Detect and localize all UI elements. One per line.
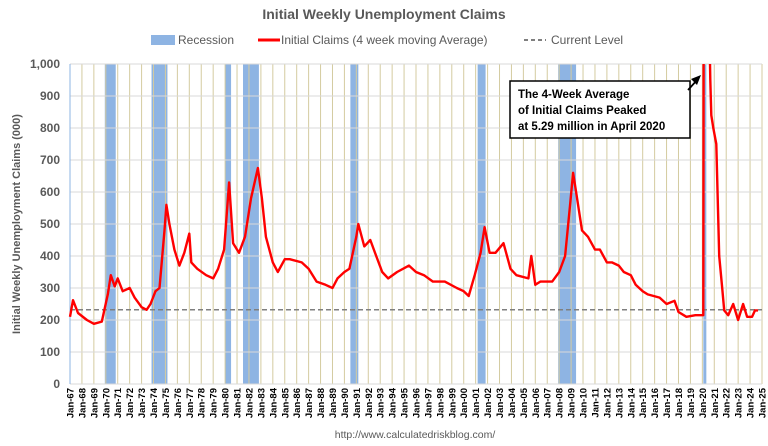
x-tick-label: Jan-79: [209, 388, 220, 418]
x-tick-label: Jan-86: [292, 388, 303, 418]
y-tick-label: 400: [40, 249, 60, 263]
x-tick-label: Jan-91: [352, 387, 363, 418]
x-tick-label: Jan-74: [149, 387, 160, 418]
x-tick-label: Jan-03: [495, 388, 506, 418]
annotation-line-3: at 5.29 million in April 2020: [518, 121, 665, 133]
x-tick-label: Jan-24: [746, 387, 757, 418]
x-tick-label: Jan-00: [459, 388, 470, 418]
x-tick-label: Jan-02: [483, 388, 494, 418]
y-tick-label: 0: [53, 377, 60, 391]
x-tick-label: Jan-89: [328, 388, 339, 418]
x-tick-label: Jan-94: [388, 387, 399, 418]
y-tick-label: 1,000: [30, 57, 60, 71]
x-tick-label: Jan-76: [173, 388, 184, 418]
x-tick-label: Jan-06: [531, 388, 542, 418]
x-tick-label: Jan-85: [280, 387, 291, 418]
source-url: http://www.calculatedriskblog.com/: [335, 429, 496, 441]
x-tick-label: Jan-08: [555, 388, 566, 418]
x-tick-label: Jan-19: [686, 388, 697, 418]
x-tick-label: Jan-77: [185, 388, 196, 418]
legend-recession-label: Recession: [178, 33, 234, 47]
annotation: The 4-Week Average of Initial Claims Pea…: [510, 75, 701, 138]
x-tick-label: Jan-81: [233, 387, 244, 418]
x-tick-label: Jan-84: [268, 387, 279, 418]
x-tick-label: Jan-67: [66, 388, 77, 418]
y-tick-label: 500: [40, 217, 60, 231]
y-tick-label: 200: [40, 313, 60, 327]
x-tick-label: Jan-71: [113, 387, 124, 418]
annotation-line-2: of Initial Claims Peaked: [518, 105, 646, 117]
x-tick-label: Jan-01: [471, 387, 482, 418]
x-tick-label: Jan-21: [710, 387, 721, 418]
annotation-arrowhead: [691, 75, 701, 85]
x-tick-label: Jan-88: [316, 388, 327, 418]
x-tick-label: Jan-15: [638, 387, 649, 418]
chart-title: Initial Weekly Unemployment Claims: [262, 6, 505, 22]
x-tick-label: Jan-17: [662, 388, 673, 418]
y-tick-label: 700: [40, 153, 60, 167]
x-tick-label: Jan-16: [650, 388, 661, 418]
x-tick-label: Jan-72: [125, 388, 136, 418]
y-tick-label: 600: [40, 185, 60, 199]
x-tick-label: Jan-95: [400, 387, 411, 418]
x-tick-label: Jan-96: [412, 388, 423, 418]
x-tick-label: Jan-68: [77, 388, 88, 418]
x-tick-label: Jan-14: [626, 387, 637, 418]
x-tick-label: Jan-11: [590, 387, 601, 417]
x-tick-label: Jan-90: [340, 388, 351, 418]
legend-claims-label: Initial Claims (4 week moving Average): [281, 33, 488, 47]
x-tick-label: Jan-22: [722, 388, 733, 418]
x-tick-label: Jan-12: [602, 388, 613, 418]
x-tick-label: Jan-05: [519, 387, 530, 418]
y-tick-label: 100: [40, 345, 60, 359]
x-tick-label: Jan-98: [435, 388, 446, 418]
x-tick-label: Jan-80: [221, 388, 232, 418]
legend: Recession Initial Claims (4 week moving …: [151, 33, 623, 47]
x-tick-label: Jan-78: [197, 388, 208, 418]
x-tick-label: Jan-73: [137, 388, 148, 418]
x-tick-label: Jan-87: [304, 388, 315, 418]
annotation-line-1: The 4-Week Average: [518, 89, 629, 101]
y-tick-label: 900: [40, 89, 60, 103]
x-tick-label: Jan-20: [698, 388, 709, 418]
x-tick-label: Jan-97: [423, 388, 434, 418]
x-tick-label: Jan-82: [244, 388, 255, 418]
x-tick-label: Jan-83: [256, 388, 267, 418]
y-tick-label: 800: [40, 121, 60, 135]
x-tick-label: Jan-13: [614, 388, 625, 418]
x-tick-label: Jan-69: [89, 388, 100, 418]
x-tick-label: Jan-99: [447, 388, 458, 418]
y-axis-label: Initial Weekly Unemployment Claims (000): [11, 114, 23, 334]
x-tick-label: Jan-09: [567, 388, 578, 418]
x-tick-label: Jan-92: [364, 388, 375, 418]
x-tick-label: Jan-18: [674, 388, 685, 418]
x-tick-label: Jan-04: [507, 387, 518, 418]
y-tick-label: 300: [40, 281, 60, 295]
legend-current-label: Current Level: [551, 33, 623, 47]
x-tick-label: Jan-93: [376, 388, 387, 418]
x-tick-label: Jan-75: [161, 387, 172, 418]
x-tick-label: Jan-23: [734, 388, 745, 418]
x-tick-label: Jan-70: [101, 388, 112, 418]
x-tick-label: Jan-25: [758, 387, 768, 418]
x-tick-label: Jan-07: [543, 388, 554, 418]
x-tick-label: Jan-10: [579, 388, 590, 418]
legend-recession-swatch: [151, 35, 175, 45]
